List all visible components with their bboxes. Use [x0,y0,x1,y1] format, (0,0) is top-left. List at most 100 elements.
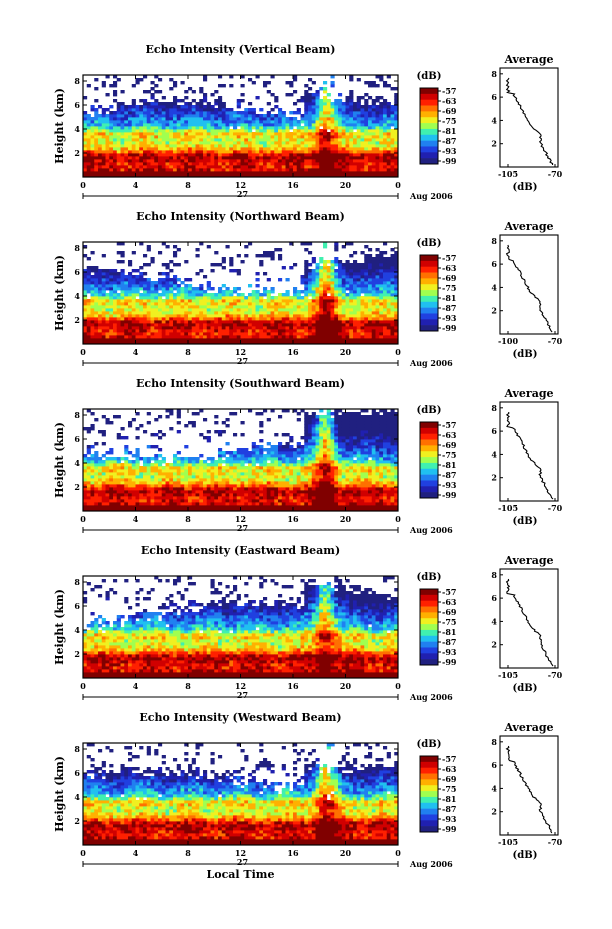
heatmap-cell [296,132,301,136]
heatmap-cell [341,156,346,160]
heatmap-cell [101,326,106,330]
heatmap-cell [165,135,170,139]
heatmap-cell [206,129,211,133]
heatmap-cell [105,144,110,148]
heatmap-cell [319,156,324,160]
heatmap-cell [266,120,271,124]
heatmap-cell [165,144,170,148]
heatmap-cell [180,138,185,142]
heatmap-cell [116,117,121,121]
colorbar-tick-label: -87 [442,303,456,313]
heatmap-cell [143,165,148,169]
heatmap-cell [229,296,234,300]
heatmap-cell [229,329,234,333]
heatmap-cell [135,484,140,488]
heatmap-cell [255,311,260,315]
heatmap-cell [349,114,354,118]
heatmap-cell [394,293,399,297]
heatmap-cell [263,299,268,303]
heatmap-cell [176,150,181,154]
heatmap-cell [120,105,125,109]
heatmap-cell [165,463,170,467]
heatmap-cell [390,129,395,133]
heatmap-cell [263,135,268,139]
heatmap-cell [278,117,283,121]
heatmap-cell [143,156,148,160]
heatmap-cell [90,326,95,330]
heatmap-cell [158,156,163,160]
heatmap-cell [135,135,140,139]
heatmap-cell [188,299,193,303]
heatmap-cell [191,508,196,512]
heatmap-cell [289,302,294,306]
heatmap-cell [188,469,193,473]
heatmap-cell [94,299,99,303]
heatmap-cell [109,123,114,127]
heatmap-cell [259,126,264,130]
heatmap-cell [360,317,365,321]
heatmap-cell [221,305,226,309]
heatmap-cell [150,463,155,467]
heatmap-cell [176,323,181,327]
heatmap-cell [184,117,189,121]
heatmap-cell [131,114,136,118]
heatmap-cell [150,338,155,342]
heatmap-cell [98,341,103,345]
heatmap-cell [259,171,264,175]
heatmap-cell [345,260,350,264]
heatmap-cell [195,490,200,494]
heatmap-cell [349,272,354,276]
heatmap-cell [184,284,189,288]
heatmap-cell [255,114,260,118]
heatmap-cell [120,123,125,127]
heatmap-cell [304,108,309,112]
heatmap-cell [375,248,380,252]
heatmap-cell [293,141,298,145]
heatmap-cell [349,108,354,112]
heatmap-cell [278,147,283,151]
heatmap-cell [368,105,373,109]
heatmap-cell [214,126,219,130]
heatmap-cell [304,296,309,300]
heatmap-cell [109,466,114,470]
heatmap-cell [124,135,129,139]
heatmap-cell [139,129,144,133]
heatmap-cell [326,317,331,321]
heatmap-cell [255,174,260,178]
heatmap-cell [176,493,181,497]
heatmap-cell [244,308,249,312]
heatmap-cell [345,296,350,300]
heatmap-cell [263,120,268,124]
heatmap-cell [383,153,388,157]
heatmap-cell [266,123,271,127]
heatmap-cell [379,102,384,106]
heatmap-cell [334,278,339,282]
heatmap-cell [143,159,148,163]
heatmap-cell [124,138,129,142]
heatmap-cell [188,484,193,488]
heatmap-cell [255,290,260,294]
heatmap-cell [143,102,148,106]
heatmap-cell [281,111,286,115]
heatmap-cell [191,502,196,506]
heatmap-cell [116,105,121,109]
heatmap-cell [266,314,271,318]
heatmap-cell [146,168,151,172]
heatmap-cell [345,287,350,291]
heatmap-cell [180,126,185,130]
heatmap-cell [315,132,320,136]
heatmap-cell [390,257,395,261]
heatmap-cell [116,111,121,115]
heatmap-cell [394,150,399,154]
heatmap-cell [218,138,223,142]
heatmap-cell [360,165,365,169]
heatmap-cell [304,308,309,312]
heatmap-cell [165,305,170,309]
heatmap-cell [285,162,290,166]
heatmap-cell [120,150,125,154]
heatmap-cell [394,314,399,318]
heatmap-cell [135,478,140,482]
heatmap-cell [319,323,324,327]
heatmap-cell [105,499,110,503]
heatmap-cell [326,308,331,312]
